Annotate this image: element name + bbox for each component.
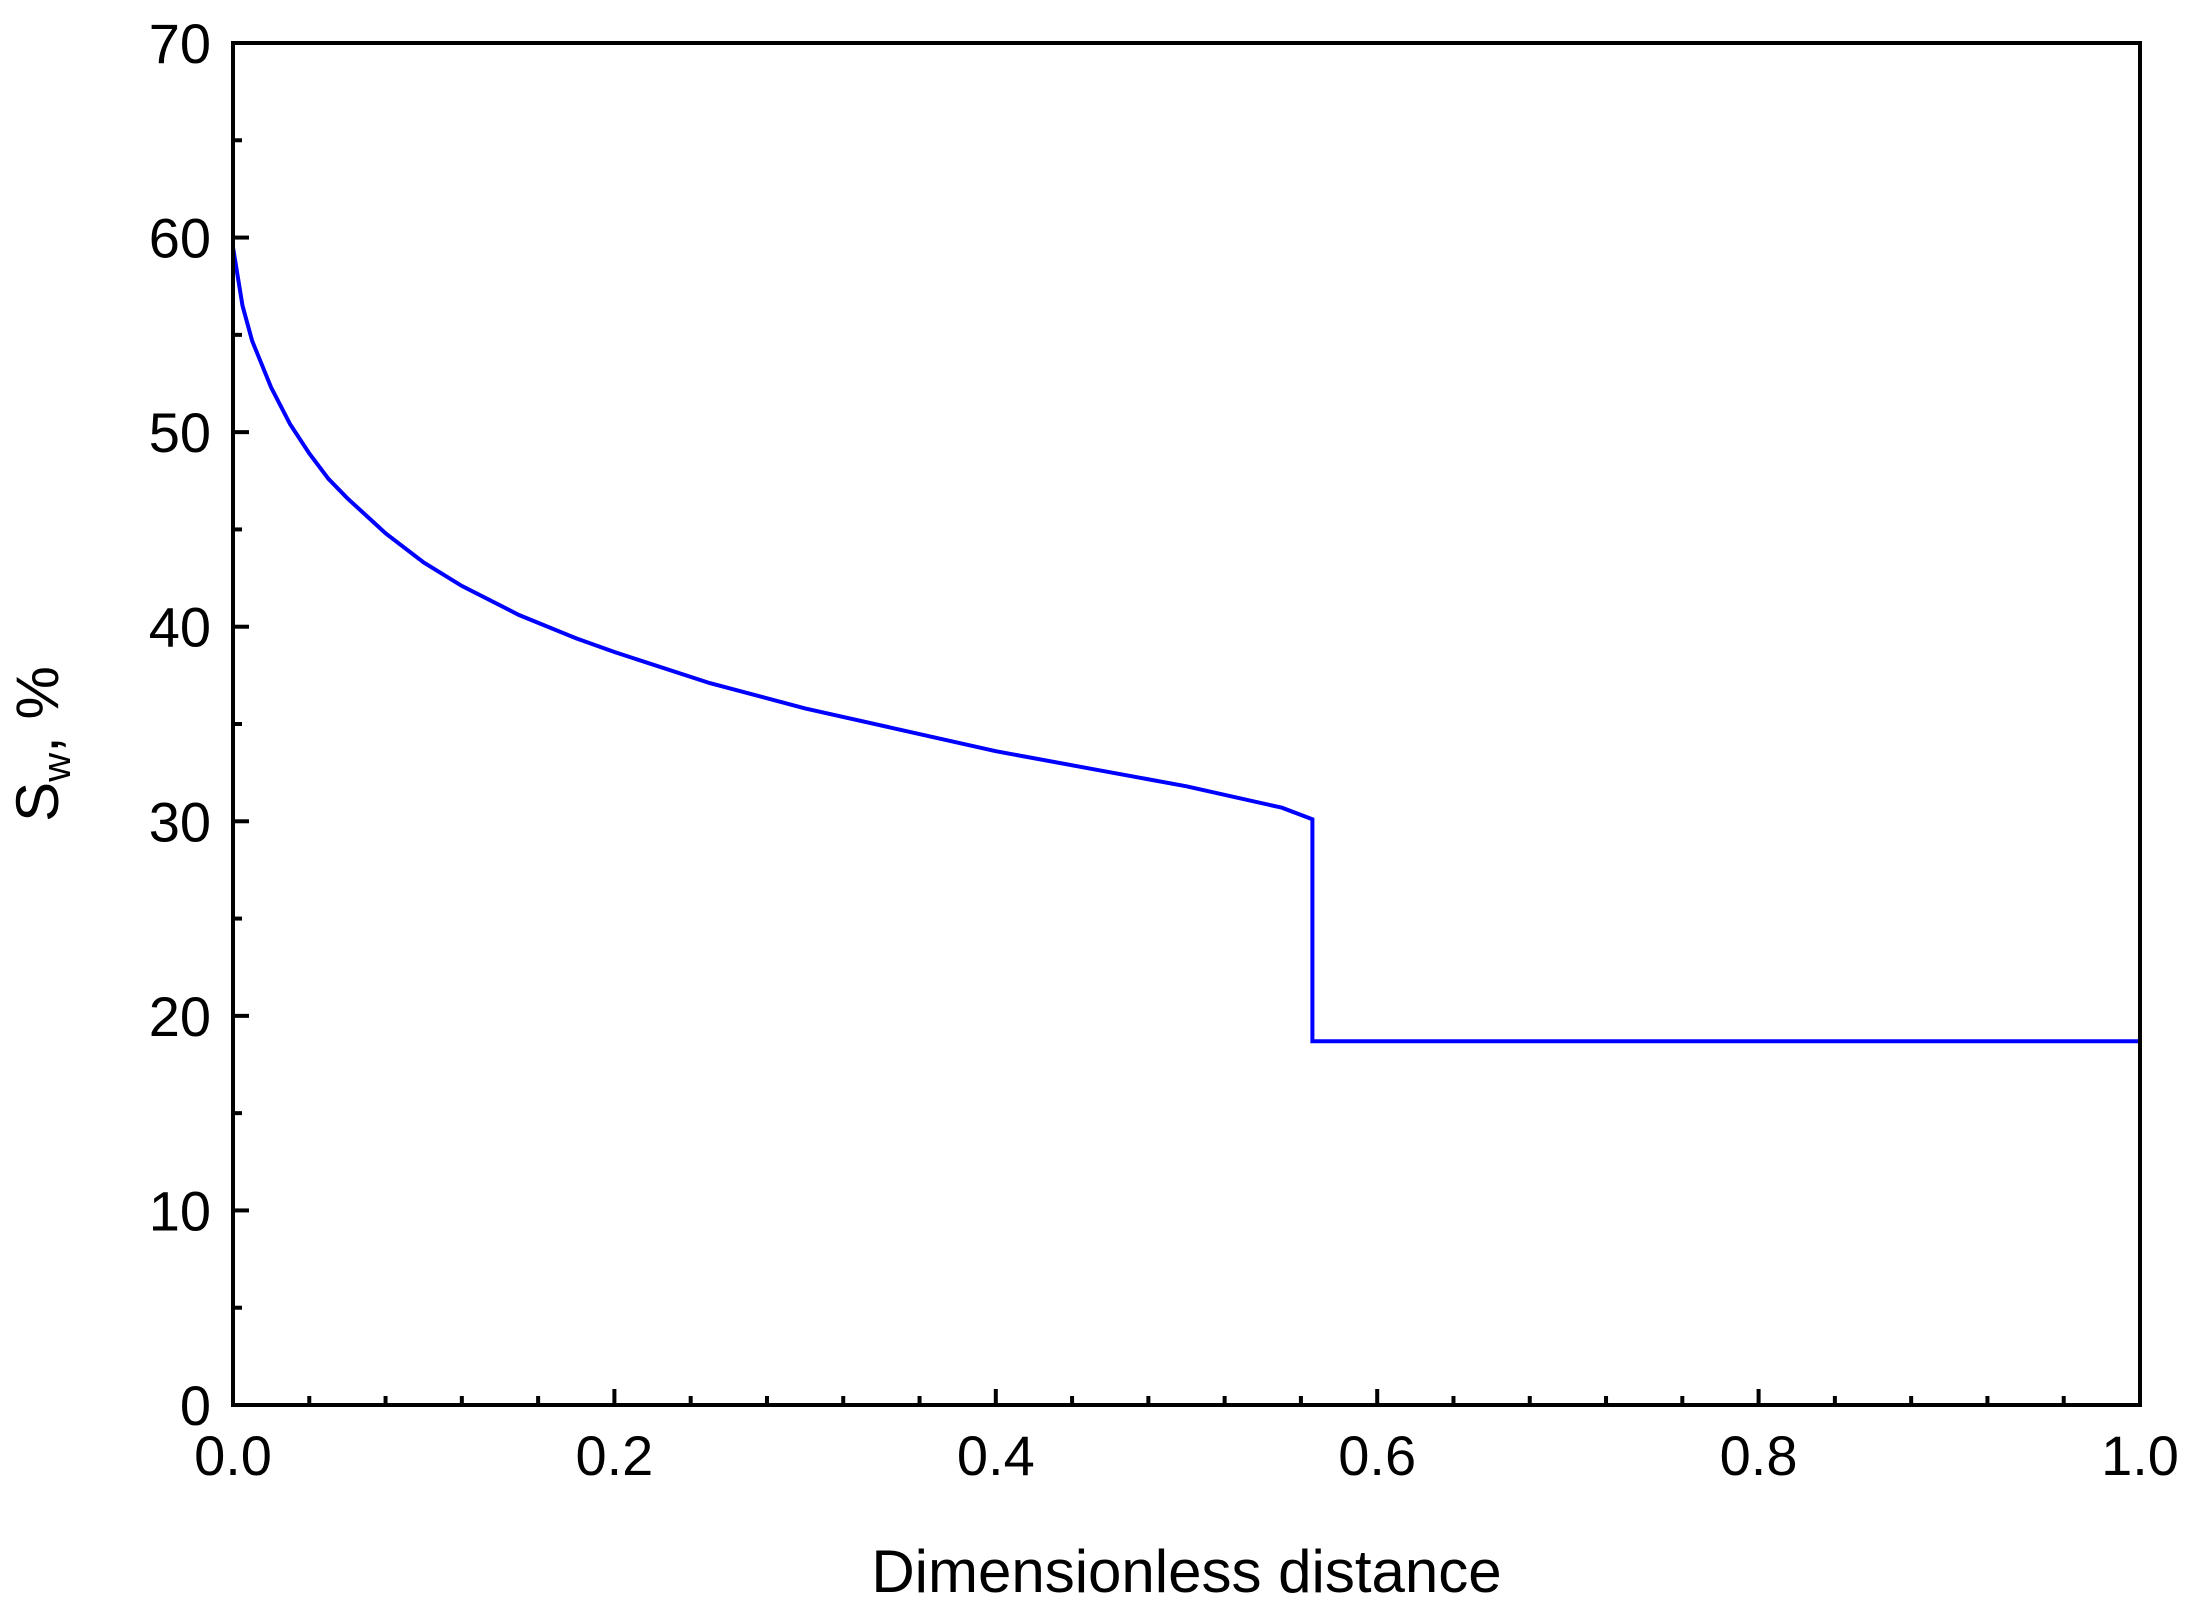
x-axis-title: Dimensionless distance	[871, 1538, 1501, 1605]
x-tick-label: 0.4	[957, 1424, 1035, 1487]
series-line	[231, 246, 2140, 1044]
x-tick-label: 1.0	[2101, 1424, 2179, 1487]
axis-ticks	[231, 41, 2142, 1407]
plot-frame	[231, 41, 2142, 1407]
y-tick-label: 30	[149, 790, 211, 853]
y-tick-label: 10	[149, 1179, 211, 1242]
x-tick-label: 0.2	[575, 1424, 653, 1487]
tick-labels: 0.0 0.2 0.4 0.6 0.8 1.0 0 10 20 30 40 50 60 70	[149, 12, 2179, 1487]
y-tick-label: 70	[149, 12, 211, 75]
y-axis-title: Sw, %	[4, 666, 79, 822]
y-tick-label: 40	[149, 596, 211, 659]
y-tick-label: 20	[149, 985, 211, 1048]
x-tick-label: 0.8	[1720, 1424, 1798, 1487]
y-axis-title-subscript: w	[35, 753, 79, 783]
x-tick-label: 0.0	[194, 1424, 272, 1487]
y-tick-label: 60	[149, 207, 211, 270]
y-axis-title-main: S	[4, 782, 71, 822]
x-tick-label: 0.6	[1338, 1424, 1416, 1487]
y-axis-title-suffix: , %	[4, 666, 71, 753]
y-tick-label: 50	[149, 401, 211, 464]
y-tick-label: 0	[180, 1374, 211, 1437]
